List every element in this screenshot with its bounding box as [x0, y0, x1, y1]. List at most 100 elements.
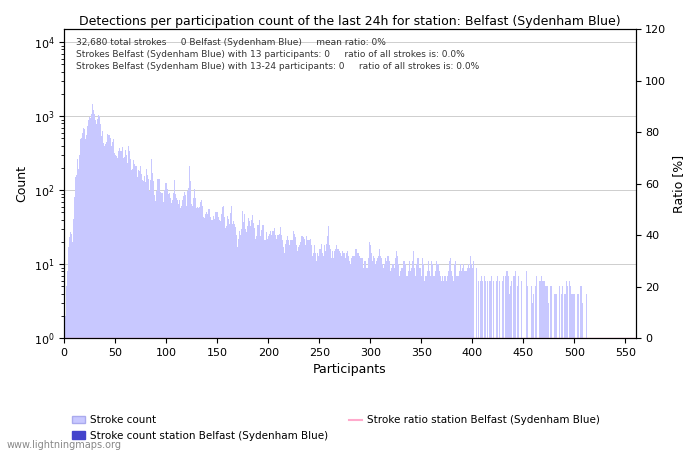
Bar	[349, 261, 351, 450]
Bar	[291, 240, 292, 450]
Bar	[540, 281, 541, 450]
Text: www.lightningmaps.org: www.lightningmaps.org	[7, 440, 122, 450]
Bar	[326, 243, 327, 450]
Bar	[363, 261, 365, 450]
Bar	[196, 208, 197, 450]
Bar	[200, 202, 202, 450]
Bar	[104, 146, 106, 450]
Bar	[517, 287, 518, 450]
Bar	[411, 268, 412, 450]
Bar	[223, 206, 224, 450]
Bar	[340, 253, 341, 450]
Bar	[277, 235, 278, 450]
Y-axis label: Ratio [%]: Ratio [%]	[672, 155, 685, 213]
Bar	[227, 216, 228, 450]
Bar	[249, 221, 251, 450]
Bar	[567, 287, 568, 450]
Bar	[111, 143, 113, 450]
Bar	[217, 212, 218, 450]
Bar	[177, 200, 178, 450]
Bar	[150, 180, 151, 450]
Bar	[535, 287, 536, 450]
Bar	[204, 218, 205, 450]
Bar	[391, 268, 392, 450]
Bar	[480, 281, 481, 450]
Bar	[156, 191, 158, 450]
Bar	[471, 264, 472, 450]
Bar	[367, 268, 368, 450]
Bar	[374, 264, 376, 450]
Bar	[346, 253, 347, 450]
Bar	[302, 236, 303, 450]
Bar	[113, 153, 115, 450]
Bar	[336, 245, 337, 450]
Bar	[542, 281, 543, 450]
Bar	[323, 256, 324, 450]
Bar	[342, 251, 343, 450]
Bar	[69, 238, 70, 450]
Bar	[151, 159, 153, 450]
Bar	[422, 258, 423, 450]
Bar	[228, 219, 229, 450]
Bar	[199, 207, 200, 450]
Bar	[402, 268, 403, 450]
Bar	[487, 281, 488, 450]
Bar	[184, 192, 185, 450]
Bar	[282, 240, 283, 450]
Bar	[202, 206, 204, 450]
Bar	[550, 287, 552, 450]
Bar	[403, 261, 405, 450]
Bar	[89, 117, 90, 450]
Bar	[189, 166, 190, 450]
Bar	[324, 245, 325, 450]
Bar	[470, 256, 471, 450]
Bar	[546, 287, 547, 450]
Bar	[389, 261, 390, 450]
Bar	[100, 125, 102, 450]
Bar	[180, 208, 181, 450]
Bar	[328, 226, 329, 450]
Bar	[172, 200, 173, 450]
Bar	[176, 198, 177, 450]
Bar	[476, 268, 477, 450]
Bar	[334, 251, 335, 450]
Bar	[473, 261, 474, 450]
Bar	[94, 114, 95, 450]
Bar	[573, 294, 574, 450]
Bar	[162, 202, 164, 450]
Bar	[279, 234, 280, 450]
Bar	[276, 239, 277, 450]
Bar	[541, 276, 542, 450]
Bar	[344, 253, 345, 450]
Bar	[352, 256, 354, 450]
Bar	[450, 258, 452, 450]
Text: 32,680 total strokes     0 Belfast (Sydenham Blue)     mean ratio: 0%
Strokes Be: 32,680 total strokes 0 Belfast (Sydenham…	[76, 38, 479, 71]
Bar	[78, 169, 79, 450]
Bar	[458, 271, 460, 450]
Bar	[380, 256, 381, 450]
Bar	[214, 219, 215, 450]
Bar	[167, 189, 168, 450]
Bar	[369, 242, 370, 450]
Bar	[414, 276, 416, 450]
Bar	[370, 245, 371, 450]
Bar	[314, 253, 316, 450]
Bar	[87, 126, 88, 450]
Bar	[74, 198, 75, 450]
Bar	[432, 264, 433, 450]
Bar	[186, 206, 187, 450]
Bar	[335, 249, 336, 450]
Bar	[289, 245, 290, 450]
Bar	[439, 271, 440, 450]
Bar	[215, 212, 216, 450]
Bar	[267, 236, 269, 450]
Bar	[339, 251, 340, 450]
Bar	[188, 189, 189, 450]
Bar	[146, 169, 147, 450]
Bar	[288, 240, 289, 450]
Bar	[298, 247, 300, 450]
Bar	[393, 264, 394, 450]
Bar	[582, 303, 583, 450]
Bar	[401, 268, 402, 450]
Bar	[430, 276, 431, 450]
